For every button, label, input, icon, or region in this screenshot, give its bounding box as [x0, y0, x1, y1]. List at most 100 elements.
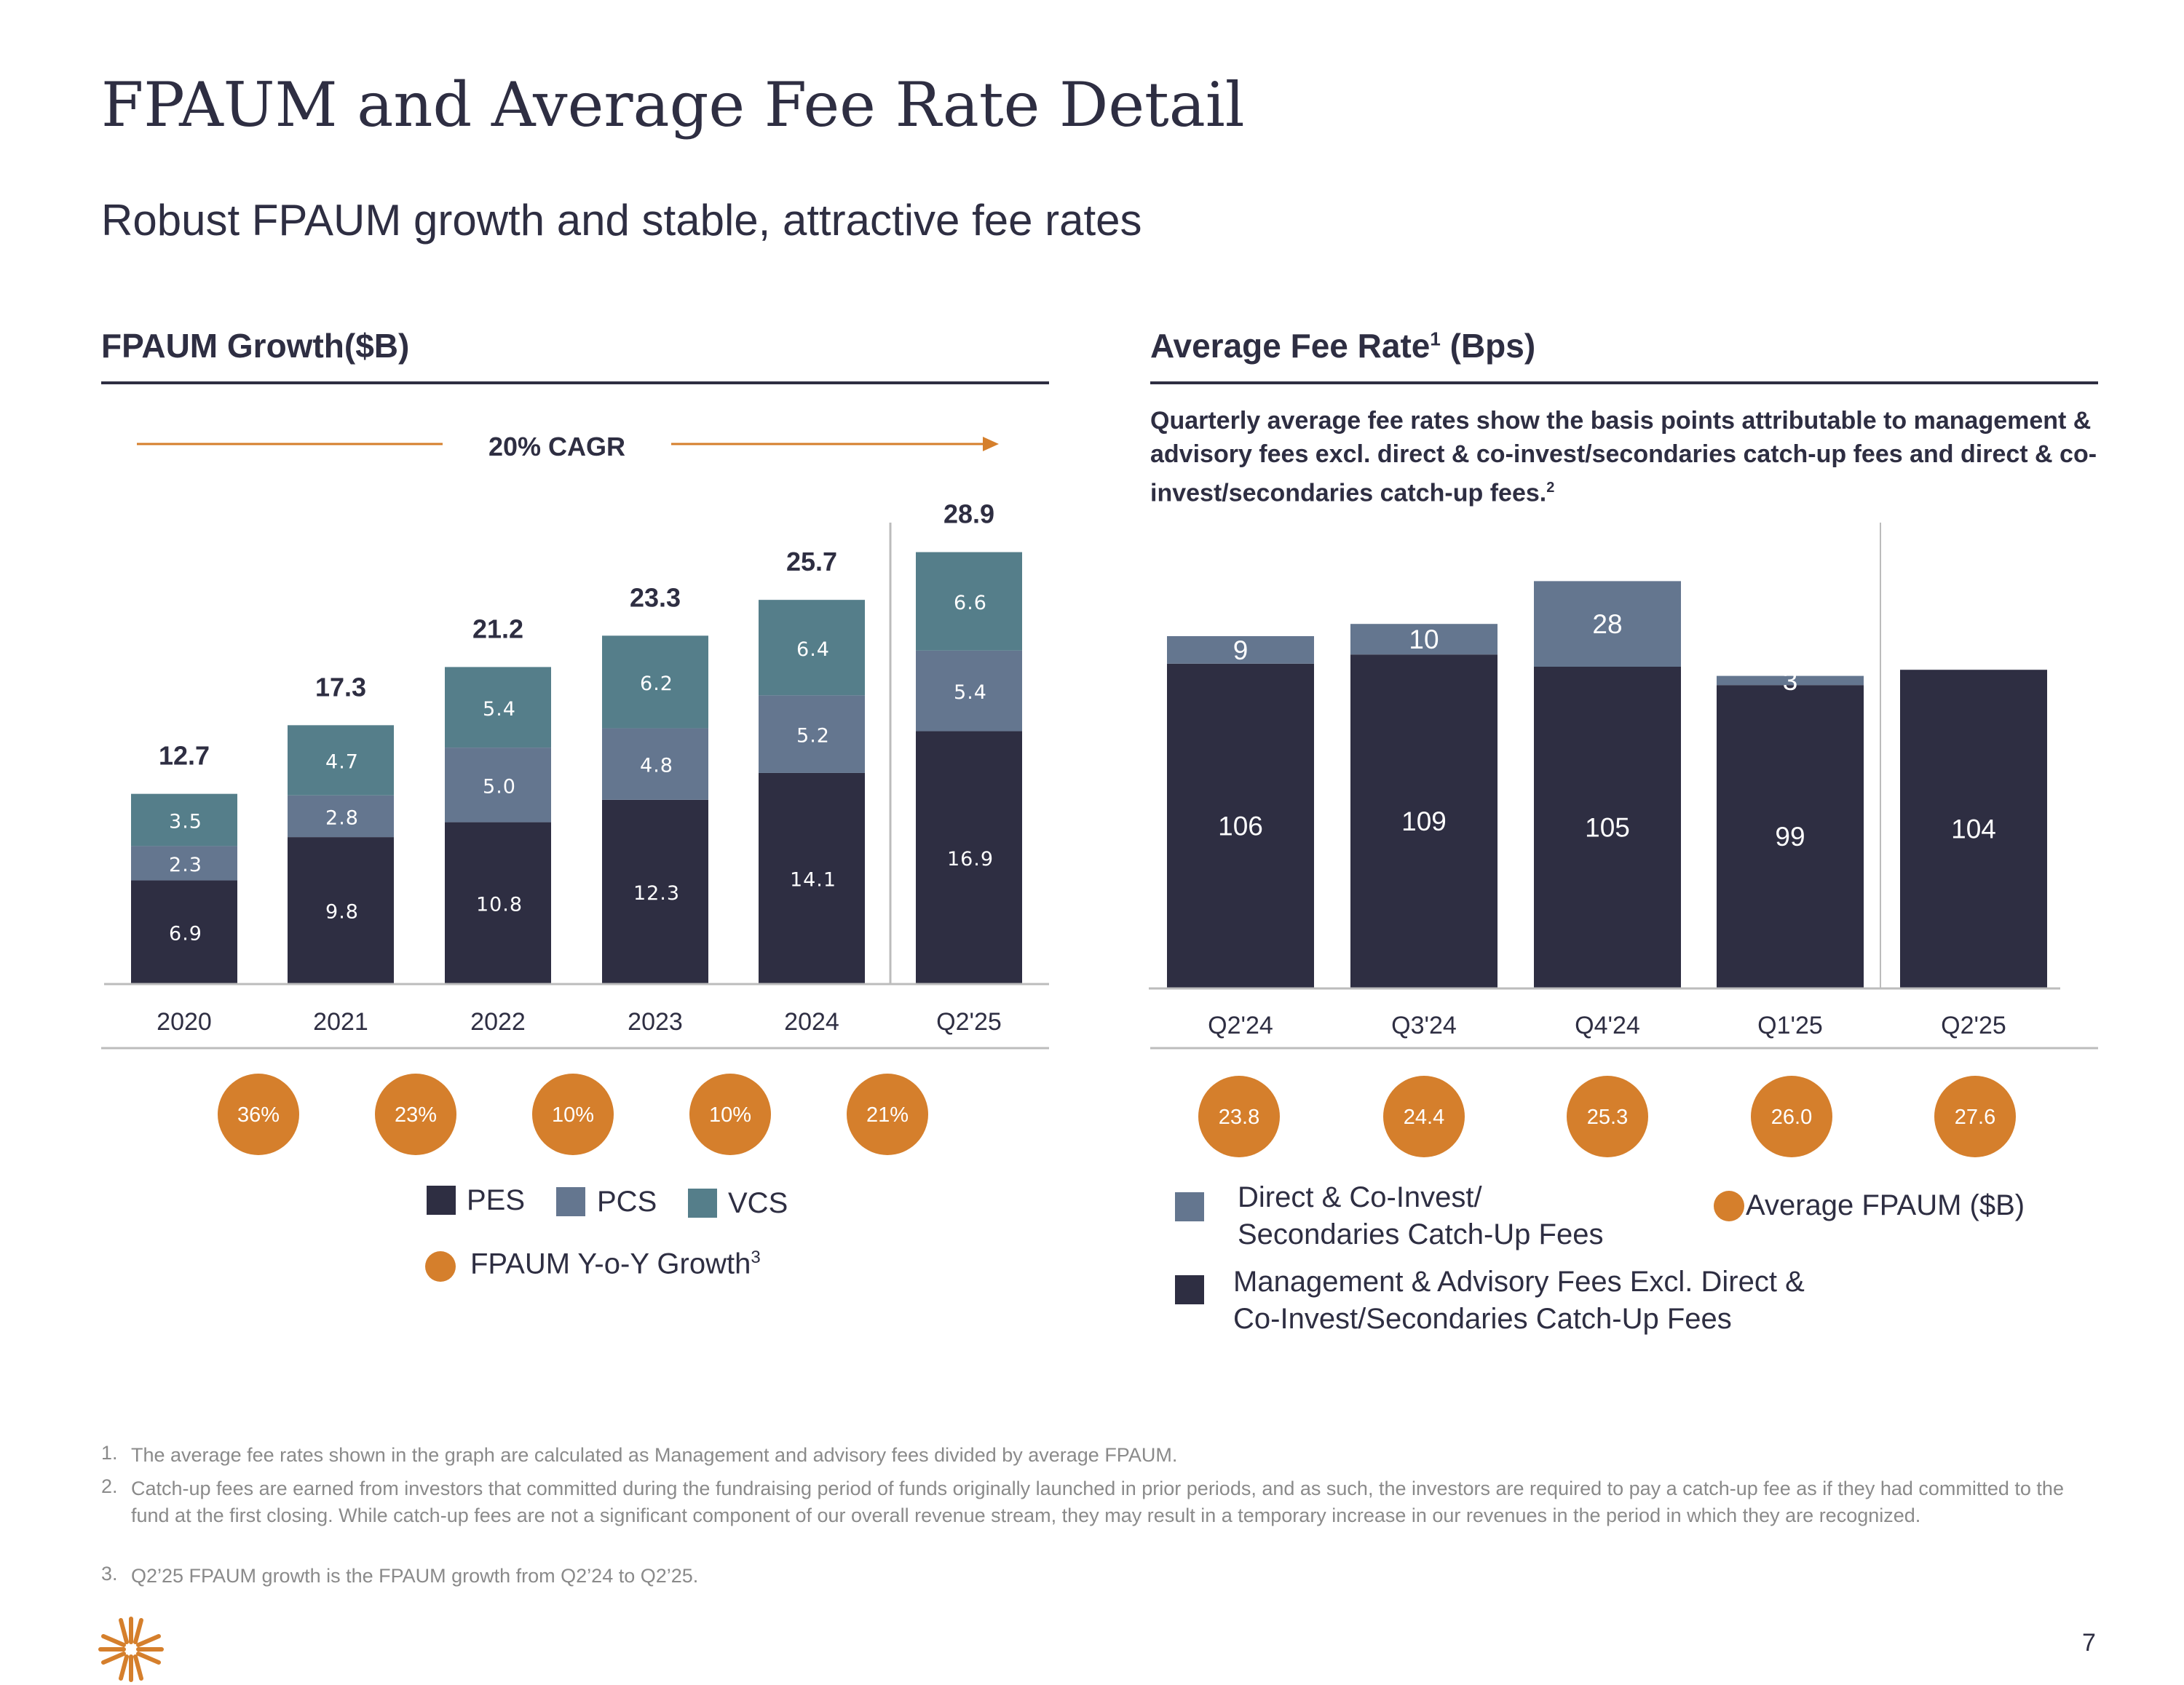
right-heading-rule	[1150, 381, 2098, 384]
fpaum-total-label-1: 17.3	[315, 672, 366, 702]
avg-fpaum-bubble-label-2: 25.3	[1587, 1106, 1628, 1129]
fpaum-x-tick-3: 2023	[628, 1008, 683, 1036]
fee-bar-label-seg1-3: 3	[1783, 666, 1798, 696]
fpaum-bar-pes-4	[759, 772, 865, 983]
fpaum-bar-label-pes-0: 6.9	[169, 922, 202, 945]
fee-bar-seg1-2	[1534, 581, 1681, 667]
fpaum-x-tick-1: 2021	[313, 1008, 368, 1036]
legend-growth-sup: 3	[751, 1248, 761, 1267]
legend-mgmt-line2: Co-Invest/Secondaries Catch-Up Fees	[1233, 1303, 1732, 1335]
fpaum-bar-label-pes-1: 9.8	[325, 901, 359, 924]
avg-fpaum-bubble-3	[1751, 1076, 1832, 1157]
fpaum-bar-label-vcs-3: 6.2	[640, 673, 673, 695]
fpaum-bar-pcs-1	[288, 795, 394, 838]
legend-pes-swatch	[427, 1186, 456, 1215]
fpaum-bar-label-pcs-1: 2.8	[325, 806, 359, 829]
fee-bar-label-seg1-2: 28	[1592, 609, 1622, 639]
avg-fpaum-bubble-label-0: 23.8	[1219, 1106, 1259, 1129]
fpaum-bar-pes-5	[916, 731, 1022, 983]
avg-fpaum-bubble-4	[1934, 1076, 2016, 1157]
legend-pes-label: PES	[467, 1184, 526, 1216]
fpaum-bar-pcs-3	[602, 728, 708, 800]
fpaum-growth-chart: 20% CAGR 6.9 2.3 3.5 12.7 2020 9.8 2.8 4.7 17.3 20…	[101, 432, 1049, 1155]
fpaum-total-label-2: 21.2	[472, 614, 523, 643]
company-logo-icon	[98, 1617, 164, 1682]
fee-rate-description: Quarterly average fee rates show the bas…	[1150, 404, 2118, 510]
fee-x-tick-3: Q1'25	[1757, 1012, 1823, 1039]
fpaum-bar-label-pcs-0: 2.3	[169, 854, 202, 876]
fpaum-x-tick-5: Q2'25	[936, 1008, 1002, 1036]
fee-x-tick-1: Q3'24	[1391, 1012, 1457, 1039]
fpaum-total-label-3: 23.3	[630, 582, 681, 612]
growth-bubble-1	[375, 1074, 456, 1155]
fpaum-bar-label-vcs-5: 6.6	[954, 592, 987, 614]
fpaum-total-label-0: 12.7	[159, 741, 210, 771]
fee-rate-description-text: Quarterly average fee rates show the bas…	[1150, 407, 2097, 507]
avg-fpaum-bubble-label-1: 24.4	[1404, 1106, 1444, 1129]
footnote-1: The average fee rates shown in the graph…	[131, 1444, 1178, 1466]
fee-bar-label-seg0-4: 104	[1951, 814, 1996, 844]
fee-bar-seg0-0	[1167, 663, 1314, 988]
page-title: FPAUM and Average Fee Rate Detail	[101, 69, 1245, 140]
legend-direct-swatch	[1175, 1192, 1204, 1221]
fpaum-bar-label-pcs-3: 4.8	[640, 755, 673, 777]
fpaum-total-label-4: 25.7	[786, 547, 837, 576]
fpaum-bar-vcs-1	[288, 725, 394, 796]
cagr-label: 20% CAGR	[488, 432, 625, 461]
legend-pcs-label: PCS	[597, 1186, 657, 1218]
fpaum-bar-vcs-0	[131, 793, 237, 847]
footnote-3-number: 3.	[101, 1563, 118, 1585]
cagr-arrow-head	[983, 437, 999, 451]
growth-bubble-3	[689, 1074, 771, 1155]
legend-vcs-swatch	[688, 1189, 717, 1218]
fee-bar-seg0-1	[1350, 654, 1497, 988]
left-heading-rule	[101, 381, 1049, 384]
avg-fpaum-bubble-0	[1198, 1076, 1280, 1157]
fpaum-bar-label-vcs-0: 3.5	[169, 811, 202, 833]
fee-bar-seg0-4	[1900, 670, 2047, 988]
fpaum-growth-heading: FPAUM Growth($B)	[101, 327, 410, 365]
legend-growth-dot	[425, 1251, 456, 1282]
legend-mgmt-swatch	[1175, 1275, 1204, 1304]
growth-bubble-label-2: 10%	[552, 1103, 594, 1127]
fee-bar-seg0-3	[1717, 685, 1864, 988]
fee-bar-label-seg0-2: 105	[1585, 813, 1630, 843]
fpaum-total-label-5: 28.9	[943, 499, 994, 529]
fpaum-bar-pes-1	[288, 837, 394, 983]
legend-growth-text: FPAUM Y-o-Y Growth	[470, 1248, 751, 1280]
growth-bubble-label-1: 23%	[395, 1103, 437, 1127]
growth-bubble-4	[847, 1074, 928, 1155]
fee-bar-label-seg1-0: 9	[1233, 635, 1249, 665]
footnote-3: Q2’25 FPAUM growth is the FPAUM growth f…	[131, 1565, 699, 1587]
page-subtitle: Robust FPAUM growth and stable, attracti…	[101, 196, 1142, 245]
growth-bubble-0	[218, 1074, 299, 1155]
fpaum-bar-label-vcs-2: 5.4	[483, 698, 516, 721]
avg-fpaum-bubble-label-4: 27.6	[1955, 1106, 1995, 1129]
fpaum-bar-pes-2	[445, 822, 551, 983]
fee-bar-seg0-2	[1534, 667, 1681, 988]
fpaum-bar-pes-3	[602, 799, 708, 983]
legend-avg-fpaum-label: Average FPAUM ($B)	[1746, 1189, 2025, 1221]
fee-x-tick-2: Q4'24	[1575, 1012, 1640, 1039]
fee-rate-heading: Average Fee Rate1 (Bps)	[1150, 326, 1535, 365]
fee-rate-heading-text: Average Fee Rate	[1150, 327, 1431, 365]
footnote-1-number: 1.	[101, 1442, 118, 1464]
legend-growth-label: FPAUM Y-o-Y Growth3	[470, 1248, 761, 1280]
fpaum-bar-label-pcs-4: 5.2	[796, 725, 830, 748]
fee-bar-seg1-0	[1167, 636, 1314, 664]
fpaum-bar-label-vcs-1: 4.7	[325, 751, 359, 774]
fpaum-bar-vcs-4	[759, 600, 865, 696]
growth-bubble-label-3: 10%	[709, 1103, 751, 1127]
fee-rate-heading-suffix: (Bps)	[1440, 327, 1536, 365]
footnote-2-number: 2.	[101, 1475, 118, 1497]
fpaum-x-tick-4: 2024	[784, 1008, 839, 1036]
fpaum-bar-label-pes-5: 16.9	[947, 848, 994, 871]
fee-rate-description-sup: 2	[1546, 480, 1555, 496]
fee-bar-seg1-3	[1717, 675, 1864, 686]
legend-vcs-label: VCS	[728, 1187, 788, 1219]
avg-fpaum-bubble-2	[1567, 1076, 1648, 1157]
fee-bar-label-seg0-1: 109	[1401, 806, 1447, 836]
fpaum-bar-vcs-5	[916, 552, 1022, 651]
fpaum-x-tick-2: 2022	[470, 1008, 526, 1036]
